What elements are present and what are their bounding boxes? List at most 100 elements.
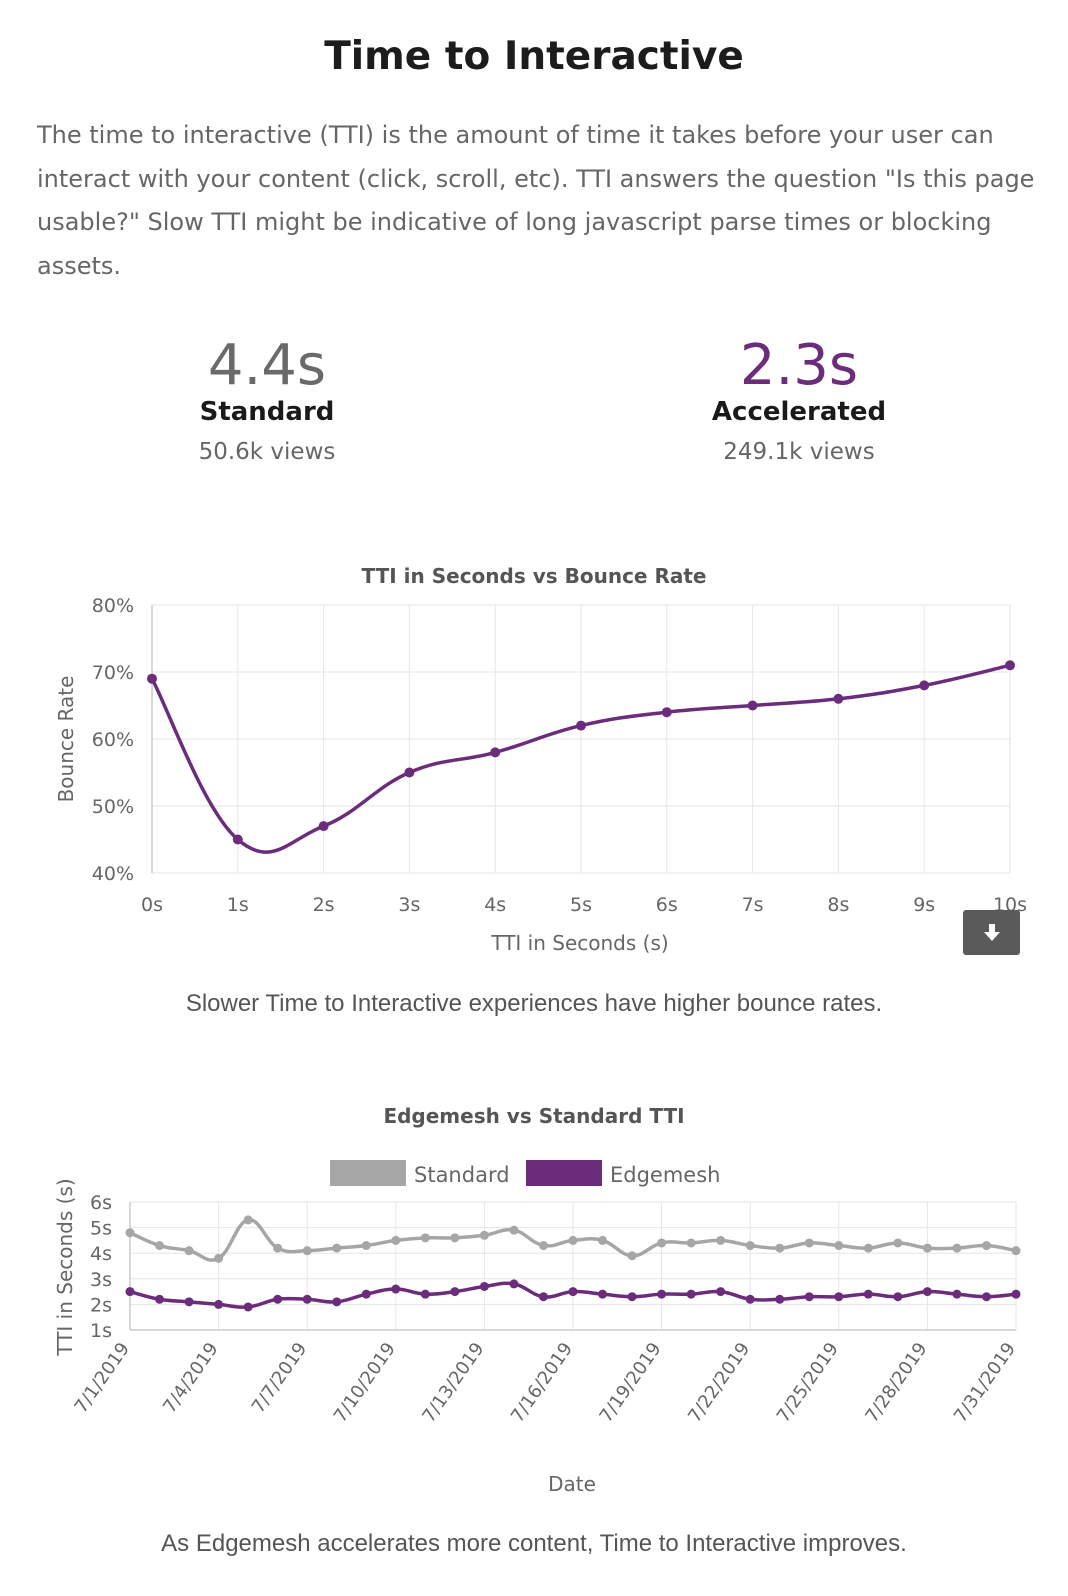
standard-data-point: [745, 1241, 755, 1251]
data-point: [576, 720, 586, 731]
edgemesh-data-point: [273, 1294, 283, 1304]
legend-label: Edgemesh: [610, 1163, 720, 1187]
edgemesh-data-point: [538, 1292, 548, 1302]
x-tick-label: 7/13/2019: [418, 1339, 488, 1427]
standard-data-point: [184, 1246, 194, 1256]
standard-data-point: [538, 1241, 548, 1251]
edgemesh-data-point: [479, 1281, 489, 1291]
x-tick-label: 2s: [313, 894, 335, 916]
x-tick-label: 7/10/2019: [330, 1339, 400, 1427]
data-point: [318, 821, 329, 832]
legend-label: Standard: [414, 1163, 510, 1187]
edgemesh-data-point: [243, 1302, 253, 1312]
standard-data-point: [834, 1241, 844, 1251]
edgemesh-data-point: [184, 1297, 194, 1307]
stat-standard-views: 50.6k views: [198, 439, 336, 465]
x-tick-label: 4s: [484, 894, 506, 916]
edgemesh-data-point: [804, 1292, 814, 1302]
x-axis-label: TTI in Seconds (s): [490, 931, 668, 955]
legend-swatch-standard: [330, 1160, 406, 1186]
standard-data-point: [243, 1215, 253, 1225]
edgemesh-data-point: [598, 1289, 608, 1299]
standard-data-point: [420, 1233, 430, 1243]
standard-data-point: [863, 1243, 873, 1253]
edgemesh-data-point: [775, 1294, 785, 1304]
standard-data-point: [155, 1241, 165, 1251]
y-tick-label: 60%: [92, 729, 134, 751]
edgemesh-data-point: [391, 1284, 401, 1294]
edgemesh-data-point: [745, 1294, 755, 1304]
edgemesh-data-point: [214, 1299, 224, 1309]
standard-data-point: [716, 1235, 726, 1245]
edgemesh-data-point: [420, 1289, 430, 1299]
standard-data-point: [568, 1235, 578, 1245]
x-tick-label: 0s: [141, 894, 163, 916]
bounce-chart-caption: Slower Time to Interactive experiences h…: [185, 990, 883, 1017]
legend-swatch-edgemesh: [526, 1160, 602, 1186]
data-point: [919, 680, 930, 691]
standard-data-point: [804, 1238, 814, 1248]
y-tick-label: 40%: [92, 863, 134, 885]
x-tick-label: 1s: [227, 894, 249, 916]
standard-data-point: [214, 1253, 224, 1263]
x-tick-label: 7/31/2019: [950, 1339, 1020, 1427]
bounce-rate-line: [150, 663, 1011, 854]
x-axis-label: Date: [548, 1472, 596, 1496]
data-point: [661, 707, 672, 718]
y-axis-label: Bounce Rate: [54, 676, 78, 803]
chart-title: TTI in Seconds vs Bounce Rate: [362, 564, 707, 588]
y-tick-label: 80%: [92, 595, 134, 617]
x-tick-label: 6s: [656, 894, 678, 916]
data-point: [232, 834, 243, 845]
standard-data-point: [450, 1233, 460, 1243]
edgemesh-data-point: [716, 1287, 726, 1297]
stat-accelerated-value: 2.3s: [739, 333, 859, 398]
standard-data-point: [686, 1238, 696, 1248]
standard-data-point: [893, 1238, 903, 1248]
download-button[interactable]: [963, 910, 1020, 955]
standard-data-point: [657, 1238, 667, 1248]
x-tick-label: 7/7/2019: [248, 1339, 312, 1417]
standard-data-point: [361, 1241, 371, 1251]
edgemesh-data-point: [952, 1289, 962, 1299]
x-tick-label: 7/28/2019: [861, 1339, 931, 1427]
y-tick-label: 6s: [90, 1192, 112, 1214]
stat-accelerated-views: 249.1k views: [723, 439, 875, 465]
data-point: [147, 673, 157, 684]
standard-data-point: [627, 1251, 637, 1261]
y-tick-label: 70%: [92, 662, 134, 684]
standard-data-point: [332, 1243, 342, 1253]
x-tick-label: 7/22/2019: [684, 1339, 754, 1427]
edgemesh-data-point: [361, 1289, 371, 1299]
tti-comparison-chart: Edgemesh vs Standard TTI Standard Edgemesh…: [53, 1104, 1021, 1496]
page-title: Time to Interactive: [324, 34, 744, 79]
edgemesh-data-point: [302, 1294, 312, 1304]
edgemesh-data-point: [568, 1287, 578, 1297]
download-icon: [983, 923, 1000, 941]
standard-data-point: [391, 1235, 401, 1245]
stat-standard-label: Standard: [199, 397, 335, 427]
data-point: [1005, 660, 1015, 671]
edgemesh-data-point: [834, 1292, 844, 1302]
y-tick-label: 4s: [90, 1243, 112, 1265]
y-tick-label: 50%: [92, 796, 134, 818]
x-tick-label: 9s: [913, 894, 935, 916]
tti-description: The time to interactive (TTI) is the amo…: [37, 121, 1035, 280]
standard-data-point: [952, 1243, 962, 1253]
tti-chart-caption: As Edgemesh accelerates more content, Ti…: [161, 1530, 907, 1557]
data-point: [747, 700, 758, 711]
y-tick-label: 5s: [90, 1218, 112, 1240]
x-tick-label: 7/1/2019: [71, 1339, 135, 1417]
edgemesh-data-point: [922, 1287, 932, 1297]
stat-standard-value: 4.4s: [207, 333, 327, 398]
chart-title: Edgemesh vs Standard TTI: [383, 1104, 684, 1128]
standard-data-point: [509, 1225, 519, 1235]
standard-data-point: [125, 1228, 135, 1238]
edgemesh-data-point: [450, 1287, 460, 1297]
y-tick-label: 2s: [90, 1294, 112, 1316]
edgemesh-data-point: [125, 1287, 135, 1297]
data-point: [490, 747, 501, 758]
x-tick-label: 3s: [398, 894, 420, 916]
data-point: [404, 767, 415, 778]
x-tick-label: 8s: [827, 894, 849, 916]
